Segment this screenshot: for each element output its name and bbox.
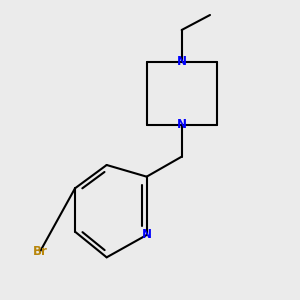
Text: N: N <box>177 55 187 68</box>
Text: N: N <box>142 229 152 242</box>
Text: N: N <box>177 118 187 131</box>
Text: Br: Br <box>33 245 47 258</box>
